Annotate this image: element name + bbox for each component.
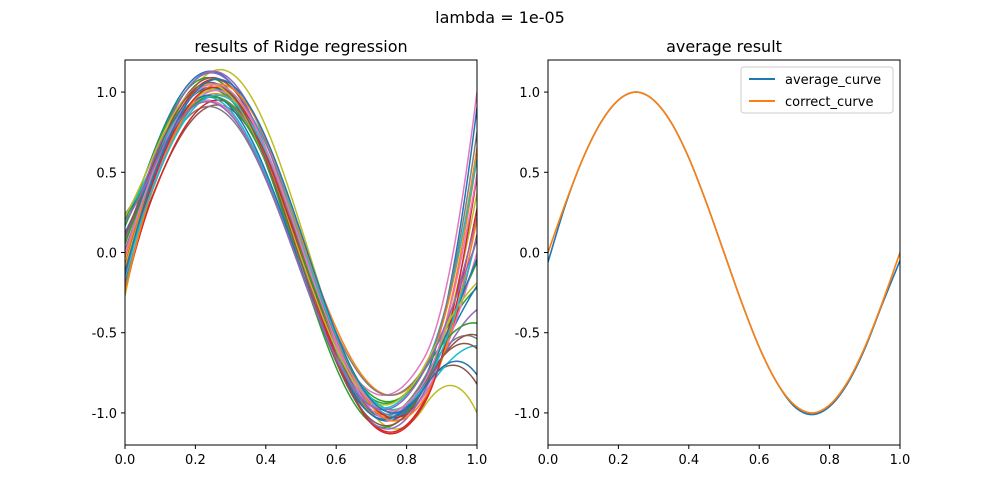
average-result-subplot: average result 0.0 0.2 0.4 0.6 0.8 1.0 -1.0 -0.… — [515, 37, 911, 468]
y-tick-label: -1.0 — [515, 407, 540, 422]
x-tick-label: 0.8 — [396, 453, 417, 468]
ridge-results-ticks: 0.0 0.2 0.4 0.6 0.8 1.0 -1.0 -0.5 0.0 0.5 1.0 — [92, 86, 488, 468]
figure-suptitle: lambda = 1e-05 — [435, 8, 565, 27]
x-tick-label: 1.0 — [890, 453, 911, 468]
ridge-fit-line-28 — [125, 100, 477, 411]
average-result-axes-frame — [547, 59, 901, 446]
y-tick-label: 0.5 — [519, 166, 540, 181]
legend-box — [740, 66, 894, 114]
x-tick-label: 0.8 — [819, 453, 840, 468]
ridge-results-subplot: results of Ridge regression 0.0 0.2 0.4 0.6… — [92, 37, 488, 468]
average-result-title: average result — [666, 37, 782, 56]
y-tick-label: -1.0 — [92, 407, 117, 422]
x-tick-label: 0.0 — [115, 453, 136, 468]
legend-label-correct-curve: correct_curve — [785, 95, 873, 110]
x-tick-label: 0.2 — [608, 453, 629, 468]
y-tick-label: -0.5 — [92, 327, 117, 342]
series-line-correct-curve — [548, 91, 900, 414]
x-tick-label: 0.2 — [185, 453, 206, 468]
ridge-fit-line-29 — [125, 78, 477, 414]
y-tick-label: 0.5 — [96, 166, 117, 181]
x-tick-label: 0.0 — [538, 453, 559, 468]
average-result-ticks: 0.0 0.2 0.4 0.6 0.8 1.0 -1.0 -0.5 0.0 0.5 1.0 — [515, 86, 911, 468]
y-tick-label: -0.5 — [515, 327, 540, 342]
ridge-results-axes-frame — [124, 59, 478, 446]
average-result-lines — [548, 91, 900, 416]
ridge-fit-line-24 — [125, 83, 477, 406]
ridge-fit-line-26 — [125, 81, 477, 427]
y-tick-label: 1.0 — [519, 86, 540, 101]
y-tick-label: 1.0 — [96, 86, 117, 101]
legend-label-average-curve: average_curve — [785, 73, 881, 88]
chart-legend: average_curve correct_curve — [740, 66, 894, 114]
x-tick-label: 0.4 — [255, 453, 276, 468]
y-tick-label: 0.0 — [96, 247, 117, 262]
x-tick-label: 0.6 — [326, 453, 347, 468]
x-tick-label: 0.6 — [749, 453, 770, 468]
x-tick-label: 0.4 — [678, 453, 699, 468]
ridge-fit-line-25 — [125, 94, 477, 411]
y-tick-label: 0.0 — [519, 247, 540, 262]
x-tick-label: 1.0 — [467, 453, 488, 468]
ridge-results-lines — [125, 68, 477, 435]
ridge-results-title: results of Ridge regression — [194, 37, 407, 56]
